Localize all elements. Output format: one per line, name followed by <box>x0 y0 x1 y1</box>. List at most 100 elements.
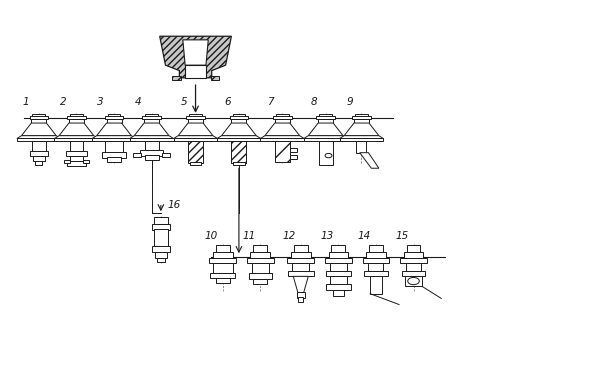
Bar <box>287 258 314 263</box>
Bar <box>260 138 304 141</box>
Bar <box>107 119 122 123</box>
Polygon shape <box>222 123 256 136</box>
Text: 7: 7 <box>267 97 274 107</box>
Bar <box>70 114 83 117</box>
Bar <box>352 116 371 120</box>
Bar <box>355 114 368 117</box>
Bar <box>157 258 165 262</box>
Polygon shape <box>217 136 261 139</box>
Bar <box>152 224 170 230</box>
Polygon shape <box>265 123 300 136</box>
Text: 6: 6 <box>224 97 231 107</box>
Bar <box>106 141 123 153</box>
Polygon shape <box>21 123 56 136</box>
Bar <box>404 252 424 259</box>
Text: 15: 15 <box>395 231 409 241</box>
Bar <box>273 116 291 120</box>
Polygon shape <box>135 123 169 136</box>
Bar <box>339 138 384 141</box>
Bar <box>290 155 297 159</box>
Bar <box>405 276 422 286</box>
Bar <box>329 252 348 259</box>
Bar <box>326 284 351 290</box>
Circle shape <box>325 154 332 158</box>
Bar <box>366 252 386 259</box>
Bar <box>276 114 289 117</box>
Bar <box>231 141 247 163</box>
Polygon shape <box>59 123 94 136</box>
Bar <box>230 116 248 120</box>
Bar <box>209 258 236 263</box>
Bar <box>356 141 366 153</box>
Bar <box>326 270 351 276</box>
Bar <box>318 119 333 123</box>
Bar <box>142 116 161 120</box>
Polygon shape <box>160 36 231 78</box>
Bar <box>316 116 335 120</box>
Bar <box>332 245 345 253</box>
Bar <box>275 119 290 123</box>
Bar <box>370 276 382 294</box>
Bar <box>247 258 274 263</box>
Text: 11: 11 <box>242 231 255 241</box>
Bar <box>325 258 352 263</box>
Bar <box>32 141 46 152</box>
Bar <box>407 245 421 253</box>
Text: 2: 2 <box>60 97 67 107</box>
Bar <box>297 292 305 298</box>
Polygon shape <box>92 136 136 139</box>
Bar <box>69 119 84 123</box>
Polygon shape <box>178 123 213 136</box>
Bar <box>290 148 297 152</box>
Bar <box>406 263 421 271</box>
Bar <box>217 138 261 141</box>
Bar <box>216 245 230 253</box>
Bar <box>253 279 267 284</box>
Bar <box>107 114 120 117</box>
Bar <box>107 157 121 162</box>
Bar <box>231 119 247 123</box>
Bar <box>211 76 219 80</box>
Bar <box>213 252 232 259</box>
Bar <box>92 138 136 141</box>
Bar <box>144 119 159 123</box>
Bar <box>173 138 218 141</box>
Text: 3: 3 <box>97 97 104 107</box>
Bar <box>30 151 48 156</box>
Bar <box>145 155 159 160</box>
Polygon shape <box>293 276 309 293</box>
Polygon shape <box>97 123 132 136</box>
Polygon shape <box>183 40 208 65</box>
Bar <box>105 116 123 120</box>
Bar <box>185 65 206 78</box>
Bar <box>33 156 45 161</box>
Bar <box>30 116 48 120</box>
Bar <box>35 161 42 165</box>
Bar <box>402 270 425 276</box>
Bar <box>31 119 47 123</box>
Bar <box>67 161 86 166</box>
Bar <box>188 119 203 123</box>
Polygon shape <box>54 136 99 139</box>
Bar <box>354 119 369 123</box>
Text: 1: 1 <box>22 97 29 107</box>
Bar <box>70 141 83 151</box>
Bar <box>253 245 267 253</box>
Bar <box>275 141 290 162</box>
Polygon shape <box>173 136 218 139</box>
Text: 4: 4 <box>135 97 142 107</box>
Text: 8: 8 <box>311 97 317 107</box>
Bar <box>213 263 232 273</box>
Bar <box>17 138 61 141</box>
Bar <box>369 245 383 253</box>
Polygon shape <box>309 123 343 136</box>
Bar <box>299 297 303 302</box>
Bar <box>154 230 168 247</box>
Bar <box>333 290 344 296</box>
Bar <box>130 138 173 141</box>
Bar <box>67 116 86 120</box>
Bar <box>330 263 347 271</box>
Bar <box>288 270 313 276</box>
Bar <box>319 141 333 165</box>
Bar <box>155 252 166 258</box>
